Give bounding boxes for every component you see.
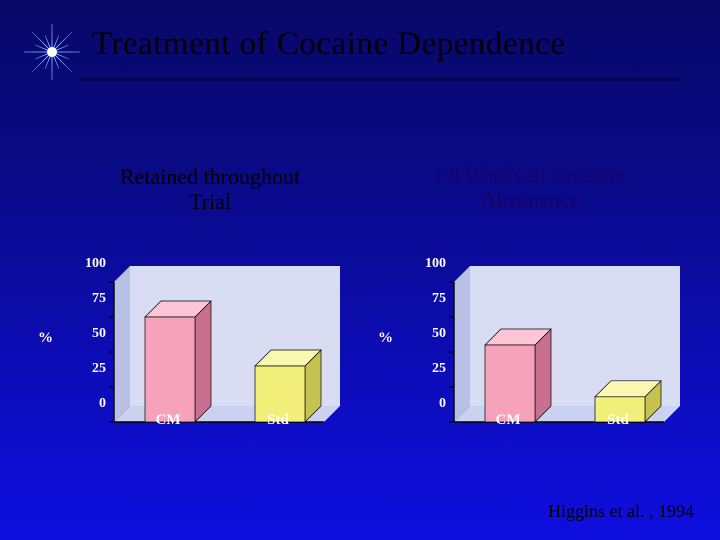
ytick: 75 bbox=[72, 291, 106, 307]
ytick: 75 bbox=[412, 291, 446, 307]
chart-left: % 0255075100CMStd bbox=[60, 260, 360, 450]
starburst-icon bbox=[22, 22, 82, 82]
ytick: 50 bbox=[412, 326, 446, 342]
category-label: Std bbox=[583, 412, 653, 429]
plot-left bbox=[112, 264, 322, 404]
category-label: CM bbox=[473, 412, 543, 429]
title-underline bbox=[80, 78, 680, 84]
category-label: CM bbox=[133, 412, 203, 429]
chart-right: % 0255075100CMStd bbox=[400, 260, 700, 450]
plot-right bbox=[452, 264, 662, 404]
category-label: Std bbox=[243, 412, 313, 429]
ytick: 25 bbox=[412, 361, 446, 377]
ytick: 100 bbox=[412, 256, 446, 272]
ytick: 0 bbox=[72, 396, 106, 412]
ytick: 25 bbox=[72, 361, 106, 377]
ylabel-left: % bbox=[38, 330, 53, 347]
ylabel-right: % bbox=[378, 330, 393, 347]
ytick: 0 bbox=[412, 396, 446, 412]
ytick: 100 bbox=[72, 256, 106, 272]
chart-left-subtitle: Retained throughout Trial bbox=[100, 164, 320, 215]
ytick: 50 bbox=[72, 326, 106, 342]
citation: Higgins et al. , 1994 bbox=[548, 501, 694, 522]
chart-right-subtitle: >8 Weeks of Cocaine Abstinence bbox=[400, 162, 660, 213]
slide-title: Treatment of Cocaine Dependence bbox=[92, 26, 565, 63]
